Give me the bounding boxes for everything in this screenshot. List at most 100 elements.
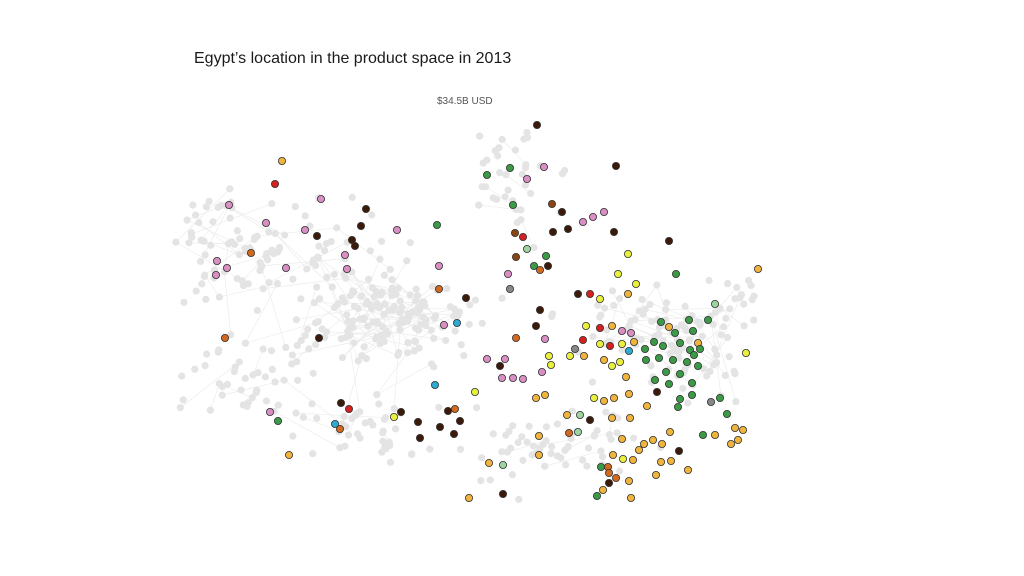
product-node-background — [259, 285, 267, 293]
product-node-background — [224, 240, 233, 248]
product-node-background — [528, 451, 536, 459]
product-node-background — [614, 414, 622, 422]
product-node-background — [288, 351, 296, 359]
product-node-background — [392, 290, 400, 298]
product-node-background — [192, 287, 200, 295]
product-node-background — [237, 386, 245, 394]
product-node-background — [361, 419, 369, 427]
product-node-background — [330, 270, 338, 279]
product-node-background — [404, 317, 412, 325]
product-node-background — [288, 360, 296, 368]
product-node-exported — [684, 465, 693, 474]
product-node-exported — [519, 232, 528, 241]
network-edge — [175, 188, 231, 243]
product-node-background — [598, 453, 607, 461]
product-node-exported — [535, 450, 544, 459]
network-edge — [361, 300, 416, 356]
product-node-exported — [547, 360, 556, 369]
product-node-background — [406, 239, 414, 247]
product-node-exported — [665, 322, 674, 331]
product-node-background — [597, 447, 605, 455]
product-node-background — [377, 291, 385, 299]
product-node-background — [737, 291, 746, 299]
product-node-background — [501, 193, 509, 201]
product-node-exported — [512, 252, 521, 261]
product-node-background — [362, 300, 370, 308]
network-edge — [180, 361, 240, 408]
product-node-exported — [610, 393, 619, 402]
product-node-background — [262, 397, 271, 405]
product-node-background — [209, 218, 217, 226]
product-node-background — [675, 354, 683, 362]
network-edge — [198, 222, 240, 255]
product-node-background — [327, 237, 335, 246]
product-node-exported — [443, 406, 452, 415]
product-node-exported — [530, 261, 539, 270]
product-node-exported — [671, 328, 680, 337]
product-node-exported — [596, 294, 605, 303]
exported-product-nodes — [211, 121, 763, 502]
network-edge — [317, 256, 369, 327]
product-node-exported — [586, 415, 595, 424]
product-node-background — [403, 349, 412, 357]
network-edge — [242, 262, 261, 282]
product-node-exported — [742, 348, 751, 357]
product-node-background — [364, 275, 373, 283]
product-node-background — [336, 444, 344, 452]
product-node-exported — [540, 162, 549, 171]
product-node-background — [227, 331, 235, 339]
product-node-exported — [612, 161, 621, 170]
product-node-background — [268, 365, 276, 374]
product-node-background — [265, 228, 273, 236]
product-node-background — [301, 212, 309, 220]
product-node-exported — [273, 416, 282, 425]
product-node-background — [706, 367, 714, 376]
product-node-background — [338, 353, 347, 362]
product-node-background — [730, 367, 738, 375]
product-node-exported — [593, 491, 602, 500]
network-edge — [343, 274, 385, 342]
product-node-background — [323, 273, 331, 281]
product-node-background — [299, 413, 307, 421]
product-node-background — [304, 325, 312, 333]
product-node-background — [356, 408, 364, 416]
product-node-background — [189, 201, 197, 209]
product-node-exported — [641, 344, 650, 353]
product-node-background — [312, 261, 320, 270]
product-node-background — [394, 284, 402, 292]
product-node-background — [478, 454, 486, 462]
product-node-exported — [619, 454, 628, 463]
product-node-background — [505, 427, 513, 436]
product-node-background — [396, 309, 404, 317]
product-node-background — [340, 412, 348, 421]
product-node-background — [723, 333, 732, 342]
product-node-background — [233, 275, 241, 283]
product-node-exported — [439, 320, 448, 329]
product-node-background — [716, 304, 724, 312]
background-nodes — [172, 128, 758, 504]
product-node-exported — [574, 289, 583, 298]
product-node-exported — [643, 401, 652, 410]
product-node-background — [517, 206, 525, 214]
product-node-background — [172, 238, 180, 246]
product-node-background — [412, 285, 420, 293]
product-node-background — [394, 351, 402, 359]
product-node-background — [726, 305, 734, 313]
product-node-background — [523, 128, 531, 137]
product-node-background — [705, 276, 713, 285]
product-node-exported — [734, 435, 743, 444]
product-node-background — [292, 409, 300, 417]
product-node-background — [218, 391, 226, 399]
product-node-exported — [455, 416, 464, 425]
product-node-background — [496, 169, 504, 177]
product-node-exported — [676, 394, 685, 403]
network-edge — [296, 308, 359, 321]
product-node-background — [314, 254, 322, 262]
product-node-exported — [558, 207, 567, 216]
product-node-exported — [723, 409, 732, 418]
product-node-background — [179, 396, 187, 404]
network-edge — [210, 383, 220, 411]
product-node-background — [252, 389, 260, 397]
product-node-background — [414, 304, 422, 312]
product-node-background — [256, 258, 264, 267]
